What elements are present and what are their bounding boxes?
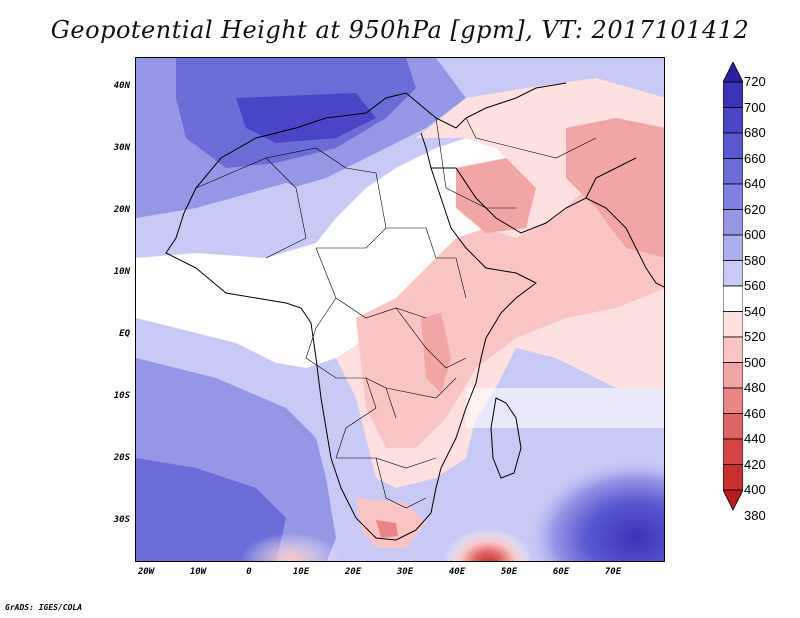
colorbar-label: 440 xyxy=(744,431,766,446)
colorbar-arrow-top xyxy=(723,62,743,83)
colorbar-swatch xyxy=(723,183,743,210)
lat-label-eq: EQ xyxy=(119,329,130,339)
colorbar-label: 460 xyxy=(744,405,766,421)
field-west-africa xyxy=(156,183,326,258)
colorbar-label: 600 xyxy=(744,227,766,242)
colorbar-swatch xyxy=(723,413,743,440)
lon-label-40e: 40E xyxy=(448,567,466,577)
field-arabia-patch xyxy=(456,158,536,233)
colorbar-swatch xyxy=(723,362,743,389)
colorbar-swatch xyxy=(723,81,743,108)
field-mozambique-channel-low xyxy=(443,521,533,561)
lat-label-30s: 30S xyxy=(113,515,130,525)
height-field-map xyxy=(136,58,664,561)
lat-label-40n: 40N xyxy=(113,81,130,91)
colorbar-label: 420 xyxy=(744,456,766,472)
field-south-indian-white xyxy=(466,388,664,428)
field-cape-low xyxy=(241,533,341,561)
lon-label-10e: 10E xyxy=(292,567,310,577)
colorbar-label: 380 xyxy=(744,507,766,523)
coastlines xyxy=(165,82,664,541)
lat-label-20s: 20S xyxy=(113,453,130,463)
lon-label-10w: 10W xyxy=(189,567,207,577)
colorbar-label: 640 xyxy=(744,176,766,191)
colorbar-swatch xyxy=(723,311,743,338)
map-title: Geopotential Height at 950hPa [gpm], VT:… xyxy=(50,16,750,44)
colorbar-swatch xyxy=(723,132,743,159)
colorbar-label: 700 xyxy=(744,99,766,115)
lat-label-10s: 10S xyxy=(113,391,130,401)
lon-label-70e: 70E xyxy=(604,567,622,577)
colorbar-swatch xyxy=(723,285,743,312)
field-kenya-patch xyxy=(421,313,451,393)
colorbar-swatch xyxy=(723,464,743,491)
credit-text: GrADS: IGES/COLA xyxy=(5,603,83,612)
colorbar-swatch xyxy=(723,107,743,134)
colorbar-label: 660 xyxy=(744,150,766,166)
field-northern-max xyxy=(236,93,376,143)
colorbar-label: 620 xyxy=(744,201,766,217)
colorbar-label: 520 xyxy=(744,329,766,344)
colorbar-label: 580 xyxy=(744,252,766,268)
lon-label-0: 0 xyxy=(246,567,252,577)
colorbar-label: 560 xyxy=(744,278,766,293)
colorbar-arrow-bottom xyxy=(723,489,743,511)
colorbar-label: 680 xyxy=(744,125,766,140)
colorbar-swatch xyxy=(723,260,743,287)
colorbar-label: 500 xyxy=(744,354,766,370)
lon-label-20w: 20W xyxy=(137,567,155,577)
colorbar-swatch xyxy=(723,158,743,185)
colorbar xyxy=(723,62,743,511)
lat-label-30n: 30N xyxy=(113,143,130,153)
colorbar-swatch xyxy=(723,209,743,236)
colorbar-label: 480 xyxy=(744,380,766,395)
colorbar-swatch xyxy=(723,234,743,261)
lat-label-20n: 20N xyxy=(113,205,130,215)
field-south-indian-high xyxy=(526,458,664,561)
field-india-low xyxy=(566,118,664,258)
country-borders xyxy=(195,117,597,509)
lon-label-20e: 20E xyxy=(344,567,362,577)
colorbar-swatch xyxy=(723,336,743,363)
lon-label-30e: 30E xyxy=(396,567,414,577)
colorbar-label: 400 xyxy=(744,482,766,497)
field-south-atlantic-core xyxy=(136,458,286,561)
map-panel xyxy=(135,57,665,562)
colorbar-label: 540 xyxy=(744,303,766,319)
colorbar-swatch xyxy=(723,387,743,414)
colorbar-swatch xyxy=(723,438,743,465)
field-south-africa-core xyxy=(376,520,398,538)
field-equatorial-white xyxy=(136,138,516,368)
lat-label-10n: 10N xyxy=(113,267,130,277)
lon-label-60e: 60E xyxy=(552,567,570,577)
lon-label-50e: 50E xyxy=(500,567,518,577)
colorbar-label: 720 xyxy=(744,74,766,89)
